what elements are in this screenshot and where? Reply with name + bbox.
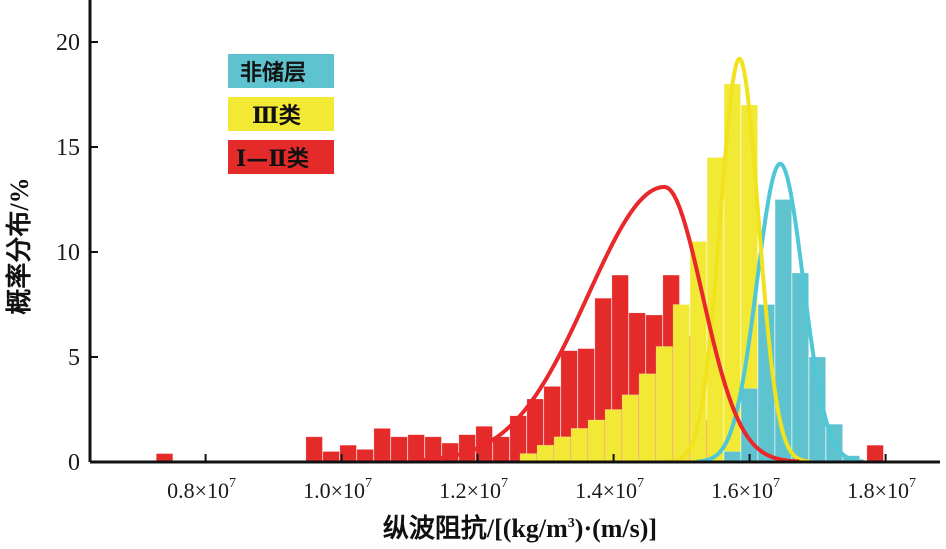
bar-non-reservoir-3 bbox=[774, 199, 792, 463]
y-tick-labels: 0 5 10 15 20 bbox=[56, 30, 80, 476]
legend-swatch-non-reservoir bbox=[228, 54, 334, 88]
bar-class-iii-8 bbox=[655, 346, 673, 463]
x-tick-label-0: 0.8×107 bbox=[167, 476, 236, 503]
bar-class-iii-4 bbox=[587, 419, 605, 463]
x-axis-title-tail: )·(m/s)] bbox=[575, 514, 657, 543]
fit-curve-class-i-ii bbox=[419, 184, 800, 464]
y-tick-label-0: 0 bbox=[68, 450, 80, 476]
y-tick-label-20: 20 bbox=[56, 30, 80, 56]
x-tick-label-1: 1.0×107 bbox=[303, 476, 372, 503]
x-tick-label-2: 1.2×107 bbox=[439, 476, 508, 503]
x-tick-labels: 0.8×107 1.0×107 1.2×107 1.4×107 1.6×107 1.8×1… bbox=[167, 476, 916, 503]
bar-non-reservoir-1 bbox=[740, 388, 758, 463]
bar-non-reservoir-0 bbox=[723, 451, 741, 463]
y-tick-label-15: 15 bbox=[56, 135, 80, 161]
bar-class-i-ii-6 bbox=[390, 436, 408, 463]
y-tick-label-10: 10 bbox=[56, 240, 80, 266]
legend: 非储层 Ⅲ类 Ⅰ—Ⅱ类 bbox=[228, 54, 334, 174]
x-tick-label-4: 1.6×107 bbox=[711, 476, 780, 503]
legend-label-non-reservoir: 非储层 bbox=[240, 60, 306, 86]
bar-class-iii-9 bbox=[672, 304, 690, 463]
bar-class-i-ii-2 bbox=[322, 451, 340, 463]
legend-item-class-iii: Ⅲ类 bbox=[228, 97, 334, 131]
bar-class-iii-6 bbox=[621, 394, 639, 463]
legend-swatch-class-i-ii bbox=[228, 140, 334, 174]
x-axis-title: 纵波阻抗/[(kg/m3)·(m/s)] bbox=[383, 513, 657, 543]
legend-item-class-i-ii: Ⅰ—Ⅱ类 bbox=[228, 140, 334, 174]
x-tick-label-5: 1.8×107 bbox=[847, 476, 916, 503]
bar-class-iii-2 bbox=[553, 436, 571, 463]
bar-class-i-ii-5 bbox=[373, 428, 391, 463]
legend-label-class-i-ii: Ⅰ—Ⅱ类 bbox=[236, 146, 310, 172]
bar-class-iii-1 bbox=[536, 444, 554, 463]
x-tick-label-3: 1.4×107 bbox=[575, 476, 644, 503]
legend-swatch-class-iii bbox=[228, 97, 334, 131]
legend-item-non-reservoir: 非储层 bbox=[228, 54, 334, 88]
fit-curves bbox=[419, 56, 865, 464]
x-axis-title-main: 纵波阻抗/[(kg/m bbox=[383, 513, 568, 543]
fit-curve-class-iii bbox=[667, 56, 811, 464]
y-axis-title: 概率分布/% bbox=[4, 177, 34, 314]
axes bbox=[88, 0, 940, 464]
histogram-bars bbox=[156, 83, 884, 463]
legend-label-class-iii: Ⅲ类 bbox=[252, 103, 302, 129]
y-tick-label-5: 5 bbox=[68, 345, 80, 371]
bar-class-iii-3 bbox=[570, 428, 588, 463]
bar-class-i-ii-25 bbox=[866, 444, 884, 463]
bar-class-i-ii-7 bbox=[407, 434, 425, 463]
bar-class-i-ii-1 bbox=[305, 436, 323, 463]
bar-class-iii-7 bbox=[638, 373, 656, 463]
fit-curve-non-reservoir bbox=[696, 161, 865, 464]
x-axis-title-sup: 3 bbox=[568, 516, 575, 531]
bar-class-i-ii-4 bbox=[356, 449, 374, 463]
